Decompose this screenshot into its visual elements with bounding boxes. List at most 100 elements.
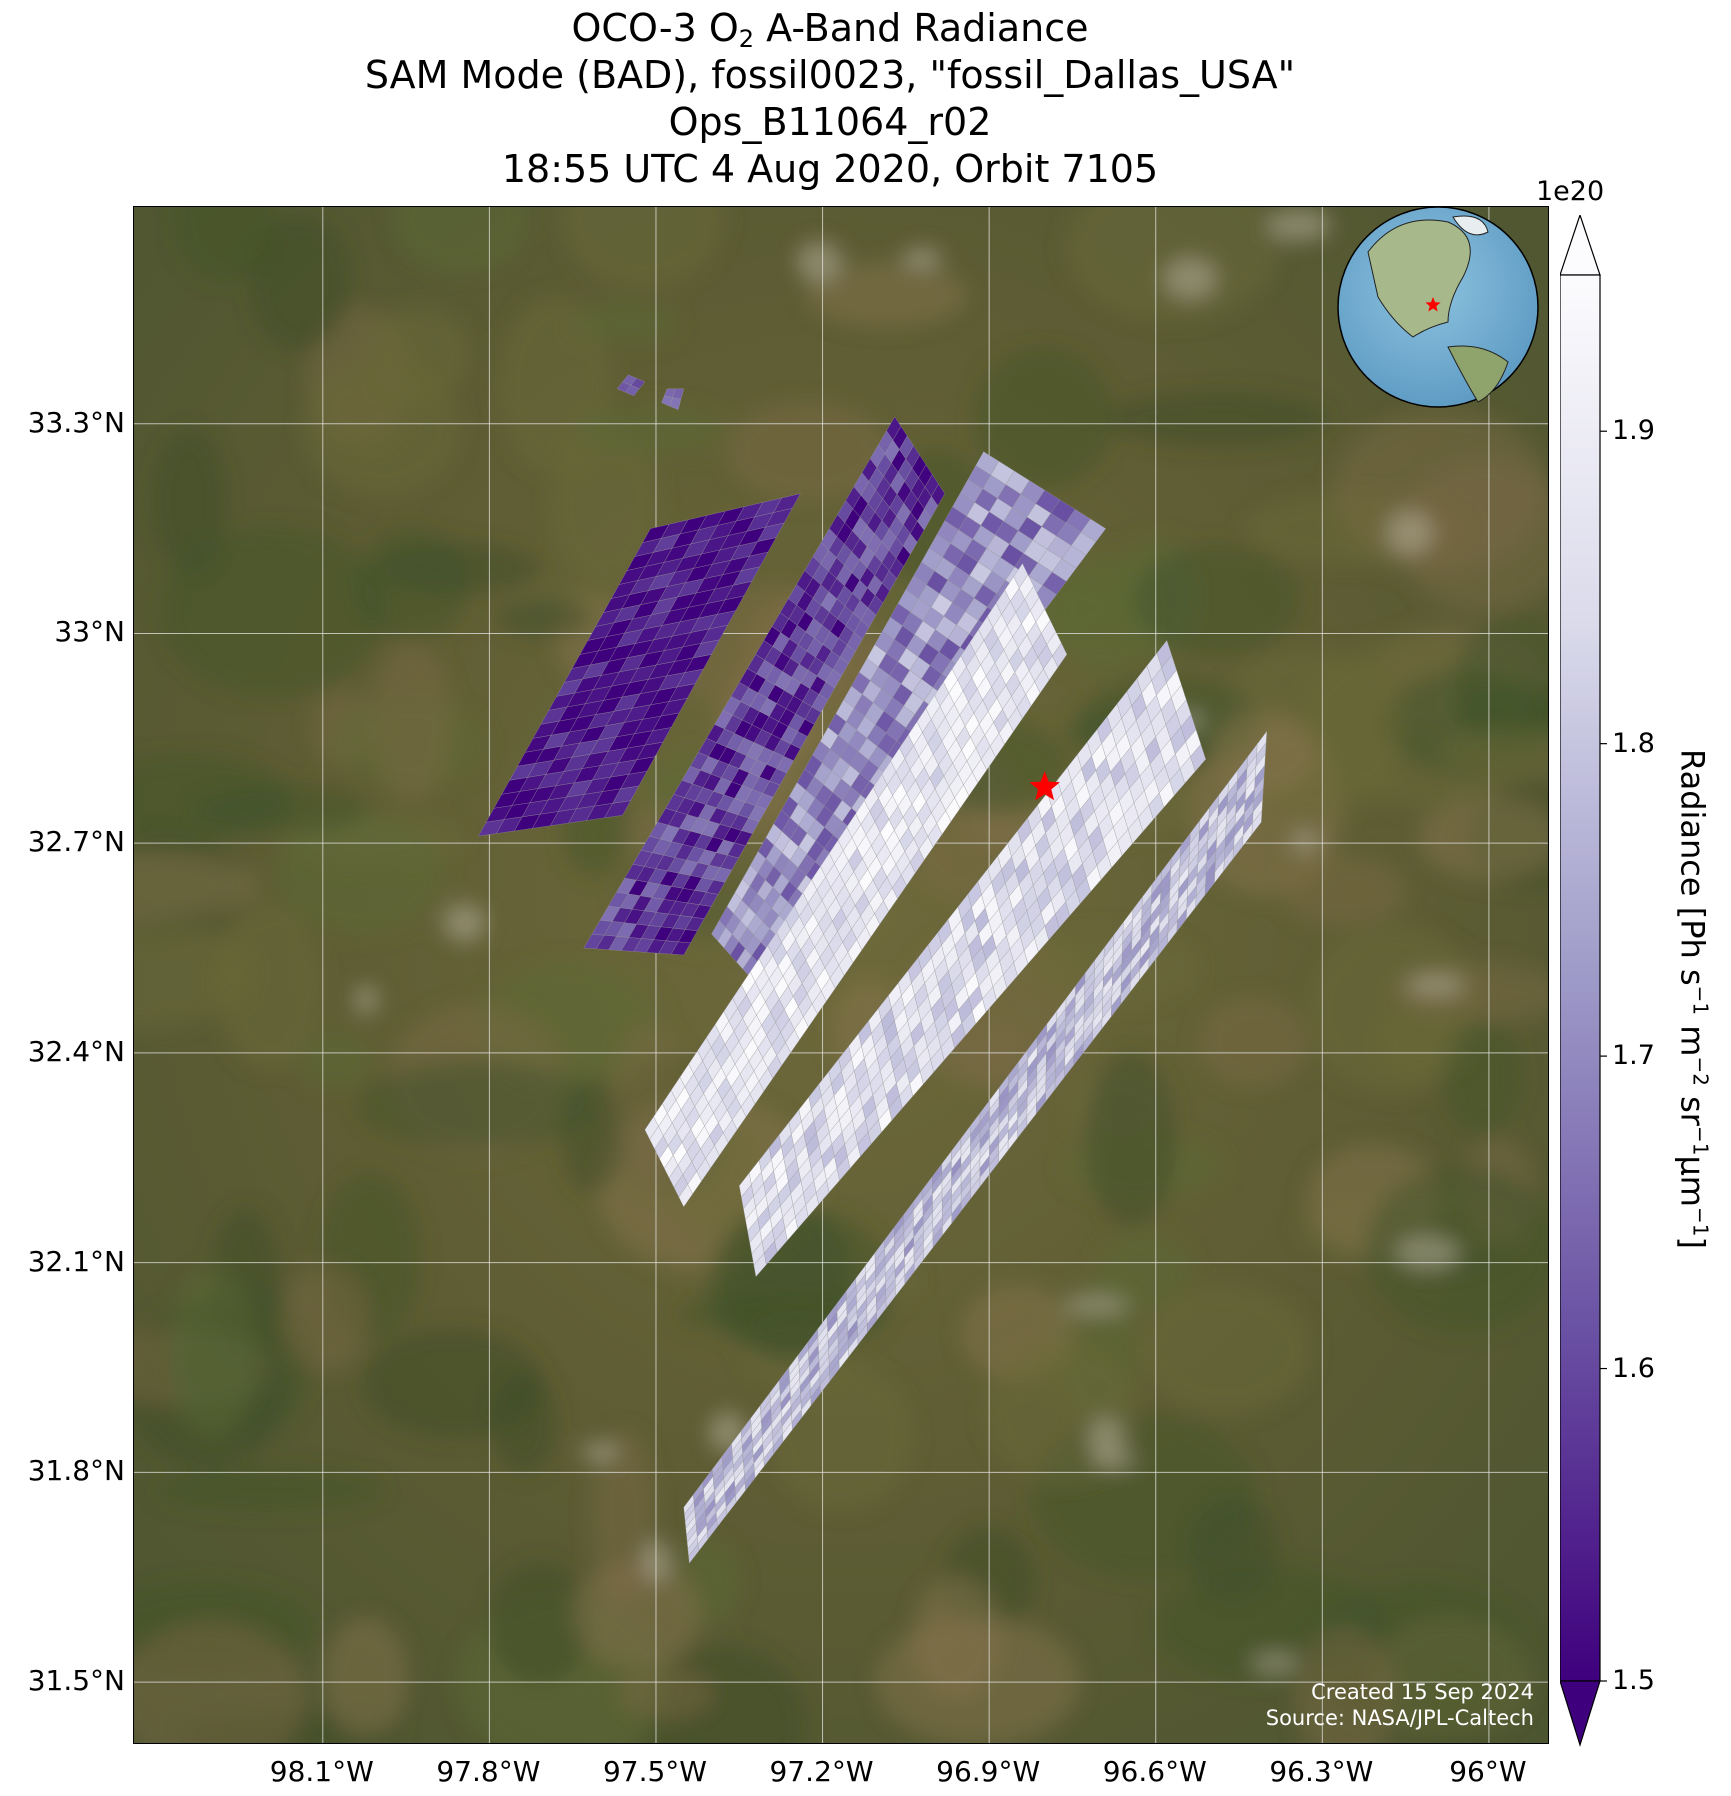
terrain-patch	[1331, 409, 1548, 575]
terrain-patch	[303, 362, 462, 497]
title-line-3: Ops_B11064_r02	[668, 100, 992, 144]
lon-label: 98.1°W	[269, 1755, 374, 1788]
lat-label: 32.1°N	[27, 1244, 125, 1278]
lat-label: 32.7°N	[27, 825, 125, 859]
town-patch	[581, 1442, 620, 1463]
lon-label: 97.5°W	[602, 1755, 707, 1788]
colorbar-tick-label: 1.6	[1612, 1352, 1655, 1384]
terrain-patch	[1373, 1615, 1531, 1741]
terrain-patch	[272, 810, 446, 938]
terrain-patch	[1139, 1285, 1313, 1414]
town-patch	[1406, 974, 1465, 997]
terrain-patch	[572, 300, 681, 346]
terrain-patch	[616, 1666, 715, 1721]
lon-label: 97.2°W	[769, 1755, 874, 1788]
terrain-patch	[151, 429, 227, 574]
town-patch	[353, 985, 379, 1015]
colorbar-label: Radiance [Ph s−1 m−2 sr−1μm−1]	[1673, 749, 1713, 1249]
globe-south-america	[1447, 345, 1509, 403]
terrain-patch	[1437, 727, 1548, 778]
target-marker-group	[1029, 771, 1060, 801]
terrain-patch	[973, 347, 1114, 489]
terrain-patch	[912, 1576, 1001, 1699]
terrain-patch	[134, 851, 259, 921]
footprint-cell	[1052, 642, 1068, 668]
colorbar-tick-label: 1.7	[1612, 1040, 1655, 1072]
colorbar-tick-label: 1.9	[1612, 415, 1655, 447]
town-patch	[1088, 1416, 1124, 1459]
lat-label: 31.5°N	[27, 1664, 125, 1698]
swath-6[interactable]	[683, 730, 1267, 1564]
lon-label: 96.3°W	[1269, 1755, 1374, 1788]
globe-greenland	[1452, 215, 1489, 236]
footprint-cell	[1251, 810, 1263, 835]
colorbar-tick-marks	[1600, 430, 1607, 1682]
terrain-patch	[559, 207, 726, 290]
swath-1[interactable]	[478, 493, 801, 837]
terrain-patch	[1377, 1008, 1462, 1077]
created-date: Created 15 Sep 2024	[1311, 1680, 1534, 1704]
title-line-4: 18:55 UTC 4 Aug 2020, Orbit 7105	[501, 147, 1159, 191]
globe-north-america	[1367, 219, 1471, 338]
footprint-cell	[1190, 744, 1206, 772]
swath-8[interactable]	[661, 388, 684, 410]
terrain-patch	[489, 1561, 592, 1684]
swath-2[interactable]	[583, 416, 945, 956]
town-patch	[1092, 1451, 1137, 1469]
terrain-patch	[1454, 615, 1548, 748]
lat-label: 31.8°N	[27, 1454, 125, 1488]
footprint-cell	[773, 493, 801, 513]
town-patch	[1395, 1236, 1459, 1270]
source-credit: Source: NASA/JPL-Caltech	[1265, 1706, 1534, 1730]
title-suffix: A-Band Radiance	[754, 6, 1089, 50]
terrain-patch	[356, 1060, 594, 1150]
terrain-patch	[216, 903, 323, 1070]
title-prefix: OCO-3 O	[571, 6, 739, 50]
colorbar-extend-bottom	[1560, 1680, 1601, 1748]
lon-label: 96.6°W	[1102, 1755, 1207, 1788]
swath-7[interactable]	[616, 374, 646, 396]
title-line-2: SAM Mode (BAD), fossil0023, "fossil_Dall…	[364, 53, 1296, 97]
terrain-patch	[1295, 1625, 1395, 1743]
colorbar	[1560, 215, 1607, 1748]
terrain-patch	[1134, 544, 1301, 657]
terrain-patch	[167, 1267, 259, 1437]
town-patch	[1163, 257, 1217, 300]
swath-5[interactable]	[739, 640, 1206, 1277]
terrain-patch	[1441, 1015, 1523, 1136]
town-patch	[1267, 208, 1331, 242]
footprint-cell	[630, 378, 646, 389]
terrain-patch	[1282, 857, 1408, 928]
title-subscript: 2	[738, 25, 755, 53]
town-patch	[1291, 831, 1319, 852]
title-line-1: OCO-3 O2 A-Band Radiance	[0, 6, 1660, 61]
town-patch	[1064, 1295, 1130, 1315]
lat-label: 32.4°N	[27, 1034, 125, 1068]
terrain-patch	[590, 1429, 657, 1603]
town-patch	[1386, 510, 1434, 555]
terrain-patch	[1198, 996, 1310, 1088]
lat-label: 33.3°N	[27, 405, 125, 439]
terrain-patch	[134, 752, 291, 843]
lon-label: 97.8°W	[436, 1755, 541, 1788]
map-panel[interactable]: Created 15 Sep 2024 Source: NASA/JPL-Cal…	[133, 206, 1549, 1744]
lat-label: 33°N	[54, 615, 125, 649]
map-gridlines	[134, 207, 1548, 1743]
globe-star-icon	[1425, 297, 1441, 312]
town-patch	[901, 247, 943, 270]
colorbar-tick-label: 1.8	[1612, 727, 1655, 759]
radiance-swaths[interactable]	[478, 374, 1267, 1564]
terrain-patch	[355, 527, 469, 641]
terrain-patch	[361, 1328, 544, 1439]
terrain-patch	[1086, 1051, 1177, 1228]
colorbar-tick-label: 1.5	[1612, 1665, 1655, 1696]
terrain-patch	[159, 526, 385, 697]
colorbar-extend-top	[1560, 215, 1601, 276]
terrain-patch	[173, 207, 277, 284]
terrain-patch	[249, 214, 352, 352]
credits: Created 15 Sep 2024 Source: NASA/JPL-Cal…	[1266, 1679, 1534, 1731]
swath-4[interactable]	[644, 563, 1068, 1207]
terrain-patch	[572, 402, 729, 458]
terrain-patch	[1105, 391, 1330, 447]
map-canvas[interactable]	[134, 207, 1549, 1744]
